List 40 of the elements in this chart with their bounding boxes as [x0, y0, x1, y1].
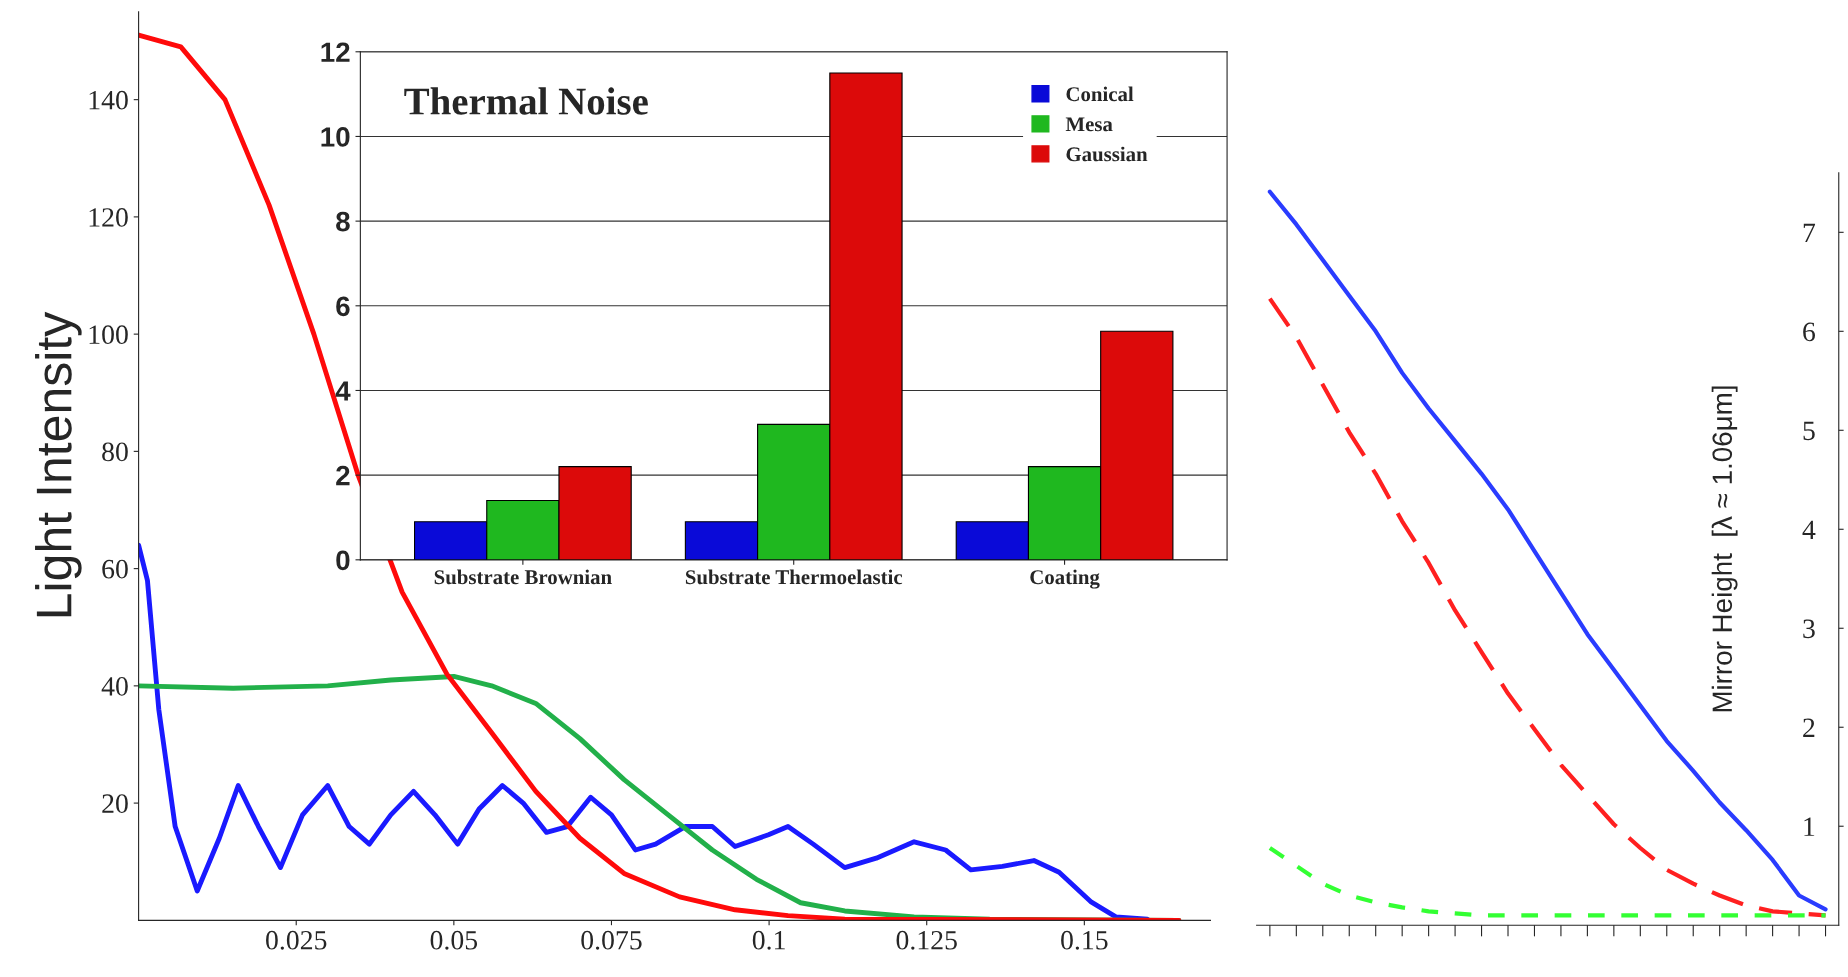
- x-tick-label: 0.15: [1061, 930, 1108, 950]
- x-tick-label: Substrate Thermoelastic: [685, 569, 903, 585]
- y-tick-label: 100: [89, 325, 128, 345]
- y-tick-label: 5: [1803, 421, 1815, 441]
- x-tick-label: Coating: [1030, 569, 1100, 589]
- y-tick-label: 4: [335, 381, 351, 401]
- x-tick-label: 0.025: [266, 930, 327, 950]
- y-tick-label: 140: [89, 90, 128, 110]
- y-tick-label: 4: [1802, 520, 1816, 539]
- y-tick-label: 2: [1803, 718, 1815, 737]
- x-tick-label: 0.05: [430, 930, 478, 950]
- y-tick-label: 6: [1803, 322, 1816, 342]
- y-tick-label: 60: [102, 559, 128, 579]
- y-axis-title: Mirror Height [λ ≈ 1.06μm]: [1711, 386, 1738, 712]
- x-tick-label: 0.1: [752, 930, 785, 950]
- y-tick-label: 2: [336, 465, 350, 486]
- y-tick-label: 40: [101, 677, 128, 696]
- y-tick-label: 7: [1803, 223, 1816, 242]
- x-tick-label: 0.125: [896, 930, 957, 950]
- x-tick-label: 0.075: [581, 930, 642, 950]
- x-tick-label: Substrate Brownian: [434, 569, 612, 585]
- legend-label: Mesa: [1065, 117, 1113, 132]
- y-tick-label: 0: [336, 550, 350, 571]
- y-tick-label: 120: [89, 208, 128, 227]
- line-series: [138, 542, 1150, 921]
- text: Thermal Noise: [404, 87, 648, 115]
- line-series: [1267, 189, 1828, 912]
- y-tick-label: 10: [321, 127, 350, 147]
- y-tick-label: 12: [321, 42, 350, 62]
- legend-label: Conical: [1066, 86, 1134, 102]
- legend-label: Gaussian: [1066, 146, 1148, 162]
- y-tick-label: 80: [102, 442, 128, 462]
- y-tick-label: 1: [1804, 817, 1815, 836]
- y-tick-label: 6: [336, 296, 350, 317]
- y-tick-label: 20: [102, 794, 128, 814]
- y-tick-label: 8: [336, 211, 350, 232]
- line-series: [1267, 845, 1828, 918]
- y-axis-title: Light Intensity: [35, 311, 82, 617]
- line-series: [138, 32, 1182, 921]
- y-tick-label: 3: [1803, 619, 1815, 639]
